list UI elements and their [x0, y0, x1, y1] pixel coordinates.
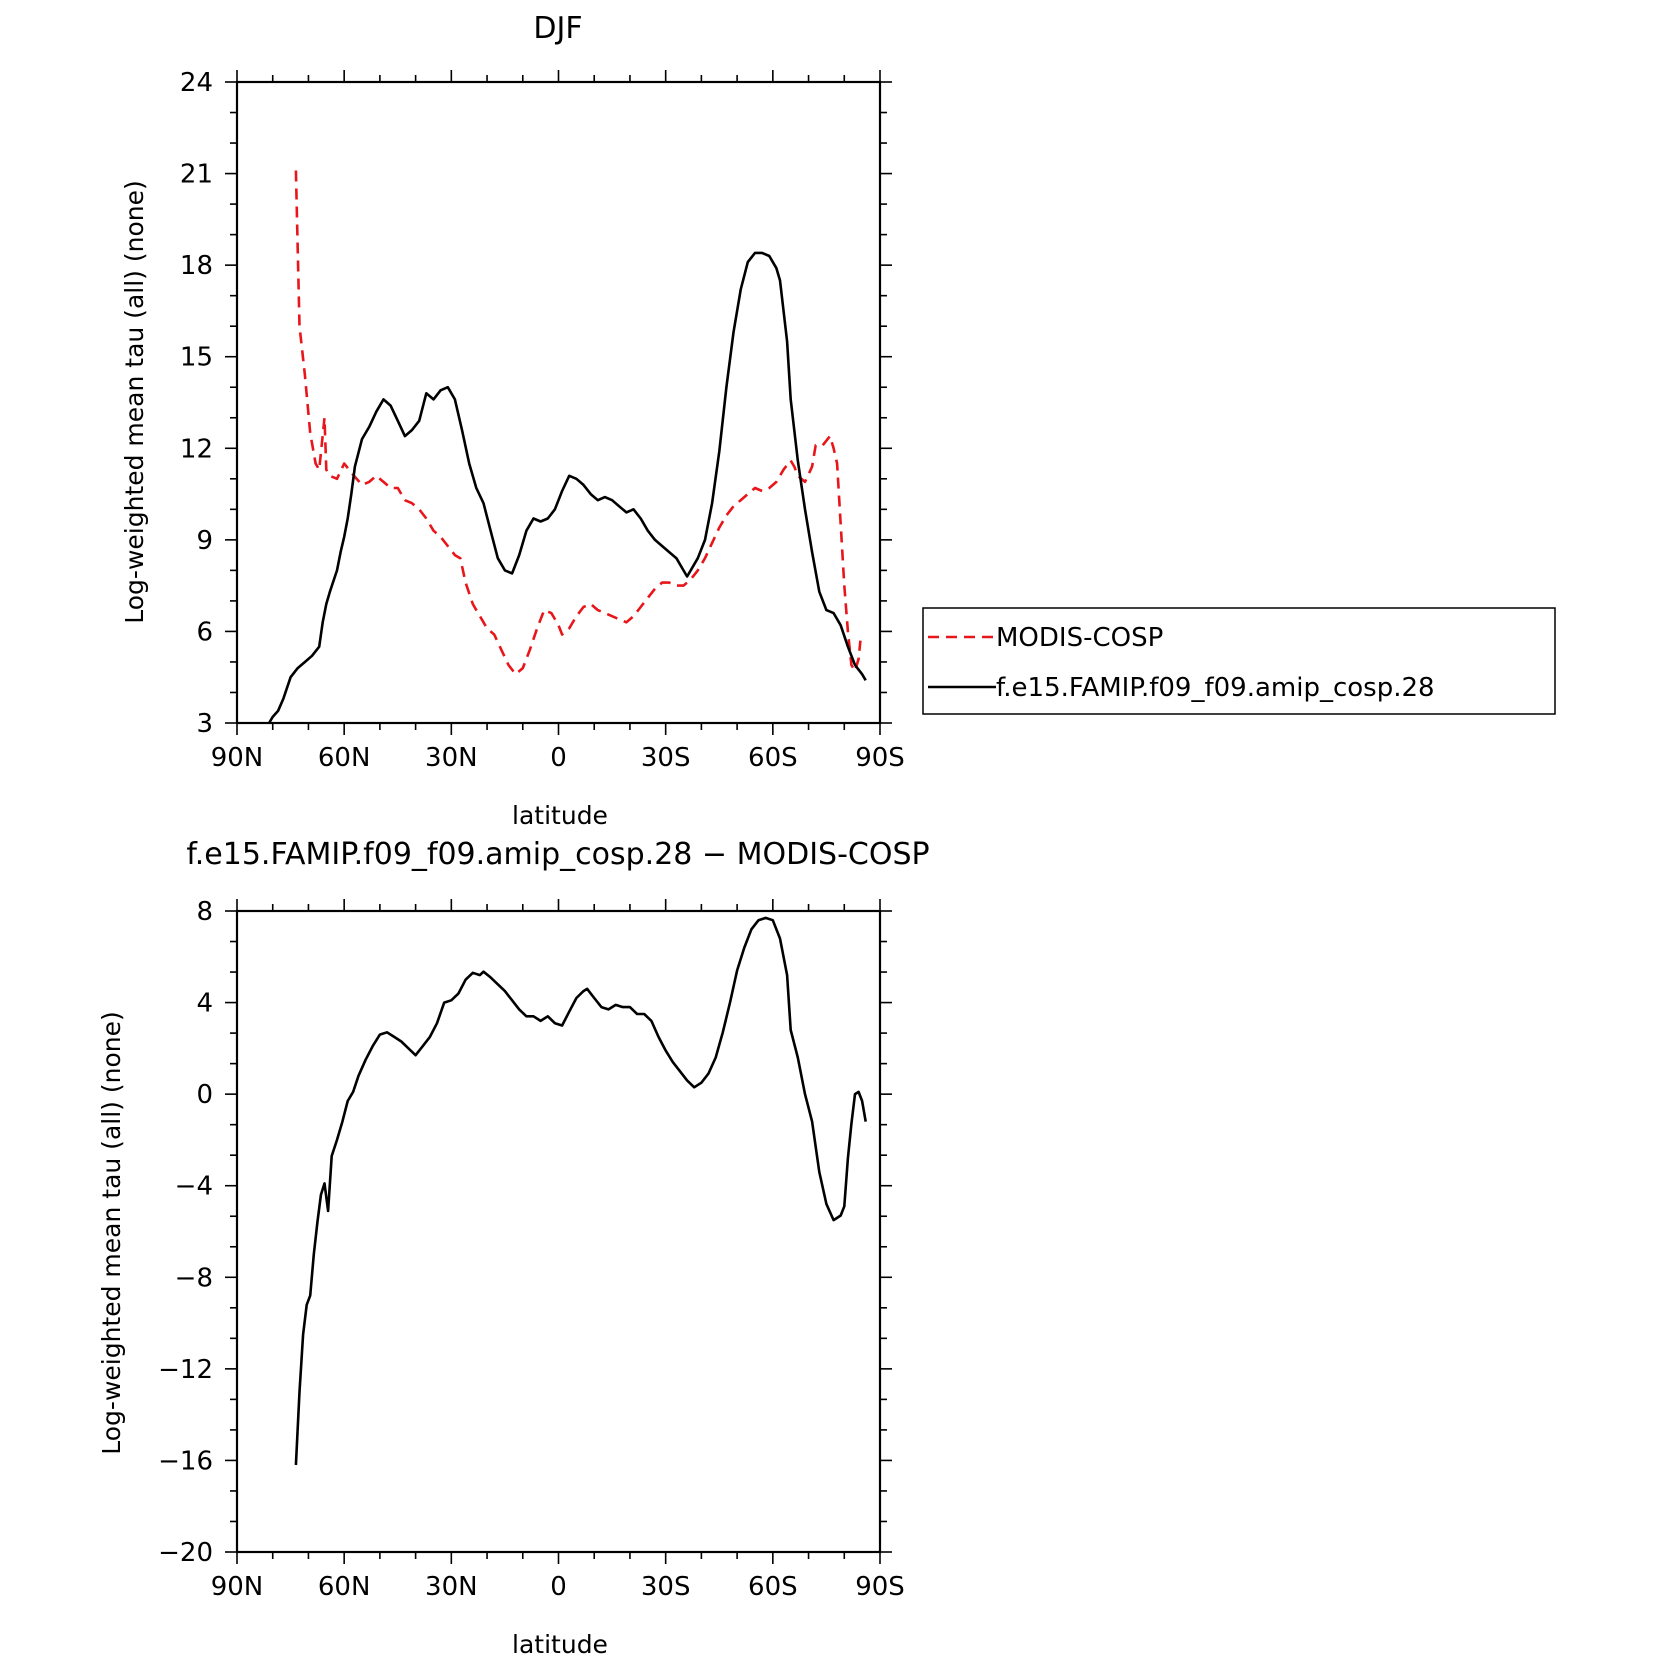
top-y-tick-label: 3 [196, 709, 213, 739]
top-x-tick-label: 60S [748, 743, 798, 773]
bottom-plot-lines [294, 916, 867, 1466]
top-y-tick-label: 18 [180, 251, 213, 281]
bottom-y-tick-label: −8 [175, 1263, 213, 1293]
legend: MODIS-COSP f.e15.FAMIP.f09_f09.amip_cosp… [922, 607, 1556, 715]
top-x-tick-label: 90N [211, 743, 264, 773]
legend-item-model: f.e15.FAMIP.f09_f09.amip_cosp.28 [996, 673, 1435, 703]
top-x-axis-label: latitude [512, 801, 608, 830]
top-x-tick-label: 60N [318, 743, 371, 773]
top-x-tick-label: 30S [641, 743, 691, 773]
top-y-tick-label: 24 [180, 68, 213, 98]
top-y-tick-label: 15 [180, 343, 213, 373]
top-y-tick-label: 12 [180, 434, 213, 464]
bottom-x-axis-label: latitude [512, 1630, 608, 1659]
bottom-x-tick-label: 60N [318, 1572, 371, 1602]
bottom-x-tick-label: 0 [550, 1572, 567, 1602]
bottom-series-line-0 [294, 916, 867, 1466]
top-panel: DJF 90N 60N 30N 0 30S 60S 90S 3 6 9 12 15 18 21 24 lat… [120, 11, 905, 830]
top-series-line-0 [294, 170, 862, 676]
bottom-y-tick-label: 4 [196, 989, 213, 1019]
bottom-y-tick-label: −16 [158, 1446, 213, 1476]
bottom-y-tick-label: 8 [196, 897, 213, 927]
bottom-y-axis-label: Log-weighted mean tau (all) (none) [97, 1011, 126, 1454]
top-y-tick-label: 9 [196, 526, 213, 556]
top-x-tick-label: 30N [425, 743, 478, 773]
bottom-y-tick-label: 0 [196, 1080, 213, 1110]
bottom-x-tick-label: 90N [211, 1572, 264, 1602]
top-series-line-1 [267, 251, 867, 724]
bottom-chart-title: f.e15.FAMIP.f09_f09.amip_cosp.28 − MODIS… [186, 837, 929, 872]
top-y-tick-label: 6 [196, 617, 213, 647]
top-axes: 90N 60N 30N 0 30S 60S 90S 3 6 9 12 15 18 21 24 [180, 68, 905, 773]
top-x-tick-label: 0 [550, 743, 567, 773]
bottom-x-tick-label: 30N [425, 1572, 478, 1602]
top-x-tick-label: 90S [855, 743, 905, 773]
top-y-axis-label: Log-weighted mean tau (all) (none) [120, 180, 149, 623]
bottom-y-tick-label: −4 [175, 1172, 213, 1202]
bottom-plot-frame [235, 909, 882, 1554]
bottom-y-tick-label: −20 [158, 1538, 213, 1568]
legend-item-modis: MODIS-COSP [996, 623, 1163, 653]
bottom-y-tick-label: −12 [158, 1355, 213, 1385]
bottom-x-tick-label: 30S [641, 1572, 691, 1602]
top-chart-title: DJF [533, 11, 582, 46]
bottom-x-tick-label: 90S [855, 1572, 905, 1602]
top-plot-lines [267, 170, 867, 724]
bottom-axes: 90N 60N 30N 0 30S 60S 90S −20 −16 −12 −8 −4 0 4 8 [158, 897, 905, 1602]
legend-box [922, 607, 1556, 715]
top-y-tick-label: 21 [180, 160, 213, 190]
bottom-panel: f.e15.FAMIP.f09_f09.amip_cosp.28 − MODIS… [97, 837, 930, 1659]
bottom-x-tick-label: 60S [748, 1572, 798, 1602]
